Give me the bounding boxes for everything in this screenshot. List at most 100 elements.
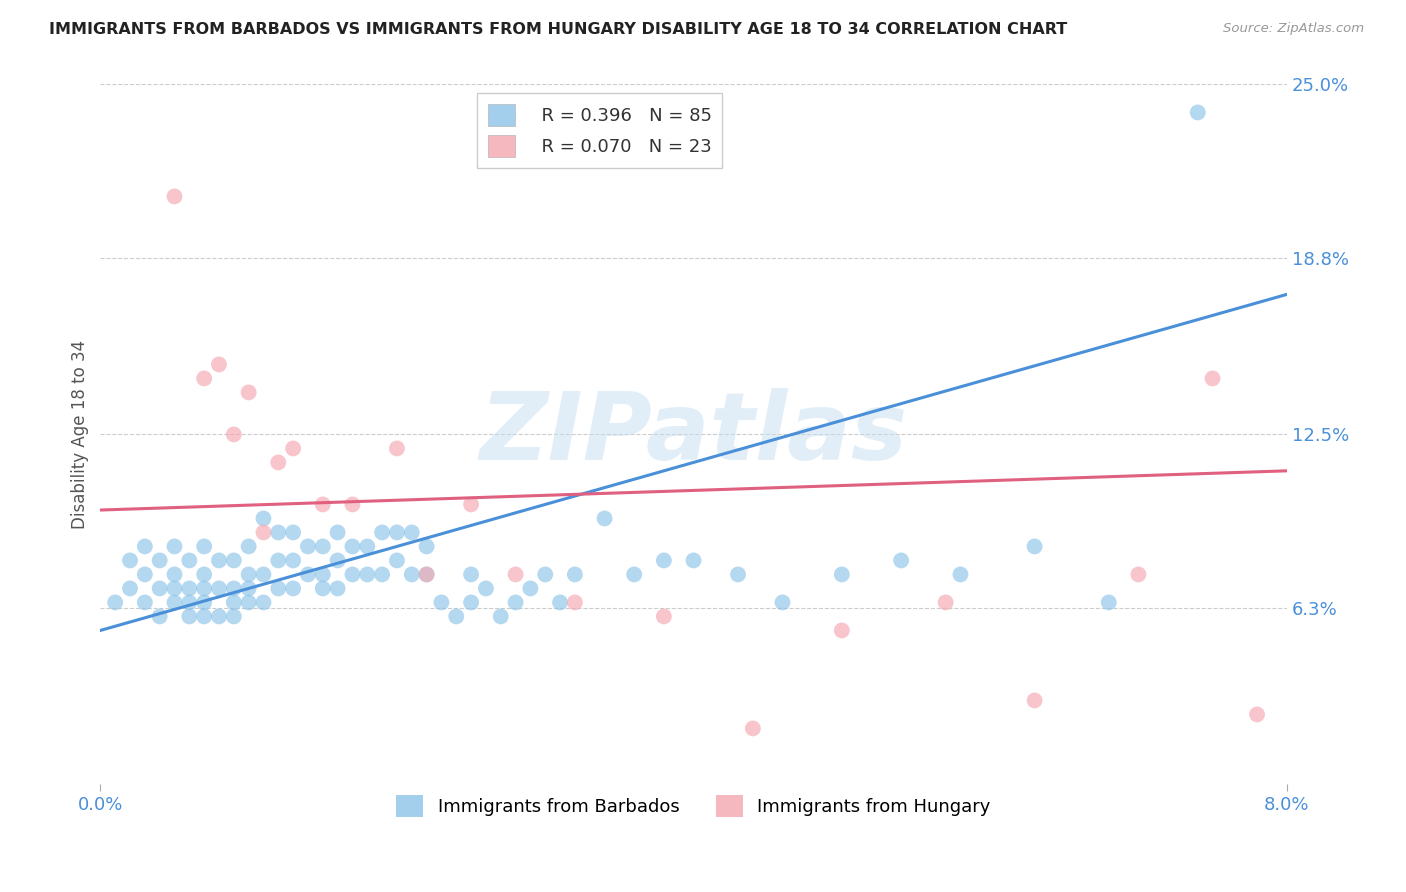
Point	[430, 595, 453, 609]
Point	[385, 442, 408, 456]
Point	[252, 511, 274, 525]
Point	[281, 525, 304, 540]
Point	[193, 371, 215, 385]
Point	[564, 567, 586, 582]
Point	[460, 595, 482, 609]
Point	[1024, 693, 1046, 707]
Point	[385, 525, 408, 540]
Point	[949, 567, 972, 582]
Point	[1201, 371, 1223, 385]
Y-axis label: Disability Age 18 to 34: Disability Age 18 to 34	[72, 340, 89, 529]
Point	[134, 567, 156, 582]
Point	[505, 595, 527, 609]
Point	[401, 525, 423, 540]
Point	[149, 553, 172, 567]
Point	[460, 567, 482, 582]
Point	[208, 609, 231, 624]
Point	[890, 553, 912, 567]
Point	[326, 525, 349, 540]
Point	[222, 553, 245, 567]
Point	[312, 540, 335, 554]
Point	[193, 582, 215, 596]
Point	[401, 567, 423, 582]
Point	[193, 567, 215, 582]
Point	[222, 582, 245, 596]
Point	[208, 582, 231, 596]
Point	[356, 567, 378, 582]
Point	[312, 582, 335, 596]
Point	[163, 540, 186, 554]
Point	[534, 567, 557, 582]
Point	[519, 582, 541, 596]
Point	[385, 553, 408, 567]
Point	[179, 595, 201, 609]
Point	[252, 567, 274, 582]
Point	[356, 540, 378, 554]
Point	[623, 567, 645, 582]
Point	[281, 582, 304, 596]
Point	[741, 722, 763, 736]
Point	[134, 540, 156, 554]
Point	[1024, 540, 1046, 554]
Text: ZIPatlas: ZIPatlas	[479, 388, 908, 481]
Point	[179, 609, 201, 624]
Point	[831, 624, 853, 638]
Point	[446, 609, 468, 624]
Point	[312, 567, 335, 582]
Point	[415, 567, 437, 582]
Point	[222, 609, 245, 624]
Point	[460, 498, 482, 512]
Point	[505, 567, 527, 582]
Point	[593, 511, 616, 525]
Point	[149, 582, 172, 596]
Point	[134, 595, 156, 609]
Point	[1246, 707, 1268, 722]
Point	[163, 582, 186, 596]
Point	[297, 567, 319, 582]
Point	[163, 567, 186, 582]
Point	[371, 525, 394, 540]
Point	[193, 609, 215, 624]
Point	[281, 442, 304, 456]
Point	[267, 582, 290, 596]
Point	[326, 582, 349, 596]
Point	[163, 595, 186, 609]
Point	[564, 595, 586, 609]
Point	[1187, 105, 1209, 120]
Text: Source: ZipAtlas.com: Source: ZipAtlas.com	[1223, 22, 1364, 36]
Point	[179, 582, 201, 596]
Point	[772, 595, 794, 609]
Point	[238, 595, 260, 609]
Point	[489, 609, 512, 624]
Point	[1128, 567, 1150, 582]
Point	[238, 582, 260, 596]
Point	[222, 595, 245, 609]
Point	[118, 582, 141, 596]
Point	[682, 553, 704, 567]
Point	[238, 540, 260, 554]
Text: IMMIGRANTS FROM BARBADOS VS IMMIGRANTS FROM HUNGARY DISABILITY AGE 18 TO 34 CORR: IMMIGRANTS FROM BARBADOS VS IMMIGRANTS F…	[49, 22, 1067, 37]
Point	[1098, 595, 1121, 609]
Point	[267, 455, 290, 469]
Point	[342, 567, 364, 582]
Point	[149, 609, 172, 624]
Point	[935, 595, 957, 609]
Point	[727, 567, 749, 582]
Point	[179, 553, 201, 567]
Legend: Immigrants from Barbados, Immigrants from Hungary: Immigrants from Barbados, Immigrants fro…	[389, 788, 998, 824]
Point	[415, 540, 437, 554]
Point	[475, 582, 498, 596]
Point	[208, 553, 231, 567]
Point	[652, 553, 675, 567]
Point	[267, 525, 290, 540]
Point	[548, 595, 571, 609]
Point	[252, 525, 274, 540]
Point	[163, 189, 186, 203]
Point	[193, 595, 215, 609]
Point	[652, 609, 675, 624]
Point	[252, 595, 274, 609]
Point	[193, 540, 215, 554]
Point	[118, 553, 141, 567]
Point	[267, 553, 290, 567]
Point	[312, 498, 335, 512]
